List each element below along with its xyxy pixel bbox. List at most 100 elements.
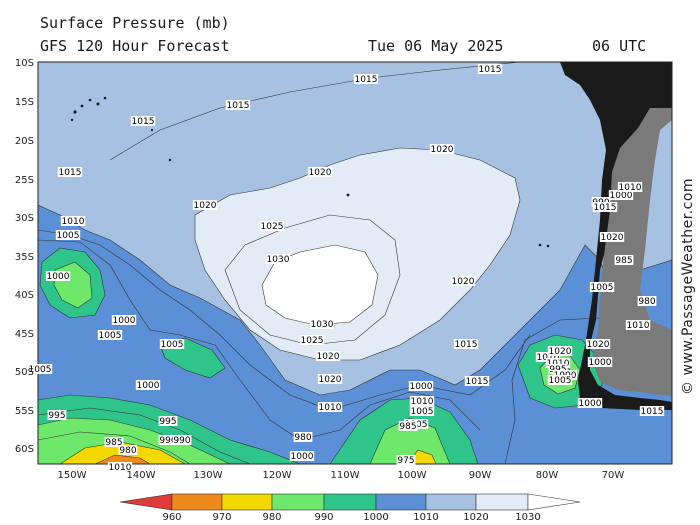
band-south-960-970	[94, 454, 151, 464]
isobar-label-1010: 1010	[109, 463, 132, 473]
isobar-1025	[224, 214, 401, 346]
isobar-985	[38, 431, 191, 464]
forecast-date: Tue 06 May 2025	[368, 37, 504, 55]
isobar-label-1015: 1015	[466, 377, 489, 387]
high-pressure-core	[261, 244, 379, 326]
isobar-label-1000-bg	[608, 190, 634, 200]
isobar-label-1025: 1025	[301, 336, 324, 346]
lat-tick-15S: 15S	[15, 97, 34, 108]
isobar-label-1015-bg	[453, 339, 479, 349]
isobar-label-1015-bg	[592, 202, 618, 212]
lat-tick-25S: 25S	[15, 175, 34, 186]
lat-tick-40S: 40S	[15, 290, 34, 301]
legend-label-960: 960	[162, 512, 181, 523]
lat-tick-55S: 55S	[15, 406, 34, 417]
lon-tick-90W: 90W	[469, 470, 492, 481]
isobar-label-1020-bg	[429, 144, 455, 154]
isobar-label-995-bg	[548, 364, 568, 374]
legend-label-970: 970	[212, 512, 231, 523]
isobar-label-1005-bg	[547, 375, 573, 385]
legend-label-990: 990	[314, 512, 333, 523]
map-frame	[37, 61, 673, 465]
isobar-1005	[38, 239, 481, 441]
pressure-legend: 960 970 980 990 1000 1010 1020 1030	[119, 493, 581, 523]
isobar-label-1030-bg	[265, 254, 291, 264]
isobar-label-1005-bg	[409, 406, 435, 416]
isobar-label-1005: 1005	[161, 340, 184, 350]
isobar-label-1015: 1015	[59, 168, 82, 178]
legend-label-1020: 1020	[463, 512, 488, 523]
map-area	[38, 62, 672, 464]
lon-tick-130W: 130W	[194, 470, 223, 481]
isobar-label-1010: 1010	[62, 217, 85, 227]
legend-arrow-left	[119, 493, 173, 511]
isobar-label-1010-bg	[317, 402, 343, 412]
isobar-label-1020-bg	[192, 200, 218, 210]
isobar-label-1000-bg	[45, 271, 71, 281]
isobar-label-1000-bg	[289, 451, 315, 461]
isobar-label-1000: 1000	[610, 191, 633, 201]
lat-tick-60S: 60S	[15, 444, 34, 455]
lat-tick-20S: 20S	[15, 136, 34, 147]
isobar-label-1000: 1000	[410, 382, 433, 392]
isobar-labels: 1015 1015 1015 1015 1015 1020 1020 1020 1020 1025…	[27, 64, 665, 473]
lat-tick-35S: 35S	[15, 252, 34, 263]
isobar-label-1000: 1000	[137, 381, 160, 391]
lon-tick-140W: 140W	[127, 470, 156, 481]
isobar-label-1000-bg	[408, 381, 434, 391]
legend-label-1030: 1030	[515, 512, 540, 523]
isobar-label-1020: 1020	[317, 352, 340, 362]
isobar-label-990: 990	[159, 436, 176, 446]
lon-tick-100W: 100W	[398, 470, 427, 481]
isobar-label-1010: 1010	[619, 183, 642, 193]
isobar-label-1025: 1025	[261, 222, 284, 232]
isobar-label-985-bg	[614, 255, 634, 265]
isobar-label-1005-bg	[589, 282, 615, 292]
isobar-label-1010-bg	[60, 216, 86, 226]
isobar-label-975-bg	[396, 455, 416, 465]
lat-tick-50S: 50S	[15, 367, 34, 378]
isobar-label-1010: 1010	[319, 403, 342, 413]
isobar-label-1005: 1005	[411, 407, 434, 417]
isobar-label-1030: 1030	[311, 320, 334, 330]
isobar-label-1000-bg	[577, 398, 603, 408]
isobar-label-1015: 1015	[355, 75, 378, 85]
isobar-label-1020: 1020	[601, 233, 624, 243]
isobar-label-995: 995	[159, 417, 176, 427]
lat-tick-30S: 30S	[15, 213, 34, 224]
isobar-label-1010-bg	[107, 462, 133, 472]
isobar-label-985-bg	[398, 421, 418, 431]
forecast-time: 06 UTC	[592, 37, 647, 55]
isobar-label-985-bg	[104, 437, 124, 447]
isobar-1010-west	[38, 229, 531, 411]
isobar-label-985: 985	[105, 438, 122, 448]
legend-swatch-980-990	[271, 493, 325, 511]
lon-tick-70W: 70W	[602, 470, 625, 481]
isobar-label-995-bg	[47, 410, 67, 420]
legend-arrow-right	[527, 493, 581, 511]
isobar-label-1010-bg	[535, 352, 561, 362]
isobar-label-1030-bg	[309, 319, 335, 329]
isobar-label-1020-bg	[307, 167, 333, 177]
legend-swatch-960-970	[171, 493, 223, 511]
isobar-label-980-bg	[293, 432, 313, 442]
legend-labels: 960 970 980 990 1000 1010 1020 1030	[162, 512, 540, 523]
isobar-label-1005-bg	[55, 230, 81, 240]
isobar-label-1015: 1015	[479, 65, 502, 75]
lon-tick-80W: 80W	[536, 470, 559, 481]
isobar-label-1025-bg	[299, 335, 325, 345]
land-south-america	[560, 62, 672, 410]
axis-ticks: 10S 15S 20S 25S 30S 35S 40S 45S 50S 55S 60S 150W 140…	[15, 58, 624, 481]
isobar-label-1020: 1020	[452, 277, 475, 287]
credit-text: © www.PassageWeather.com	[680, 177, 696, 395]
isobar-label-1010-bg	[409, 396, 435, 406]
isobar-label-1005: 1005	[591, 283, 614, 293]
lon-tick-120W: 120W	[263, 470, 292, 481]
isobar-label-1020: 1020	[431, 145, 454, 155]
isobar-label-995-bg	[158, 416, 178, 426]
legend-label-1000: 1000	[363, 512, 388, 523]
isobar-label-1015-bg	[353, 74, 379, 84]
isobar-label-985: 985	[615, 256, 632, 266]
isobar-label-1000-bg	[135, 380, 161, 390]
